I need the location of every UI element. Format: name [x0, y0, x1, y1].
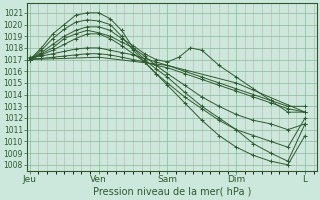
- X-axis label: Pression niveau de la mer( hPa ): Pression niveau de la mer( hPa ): [92, 187, 251, 197]
